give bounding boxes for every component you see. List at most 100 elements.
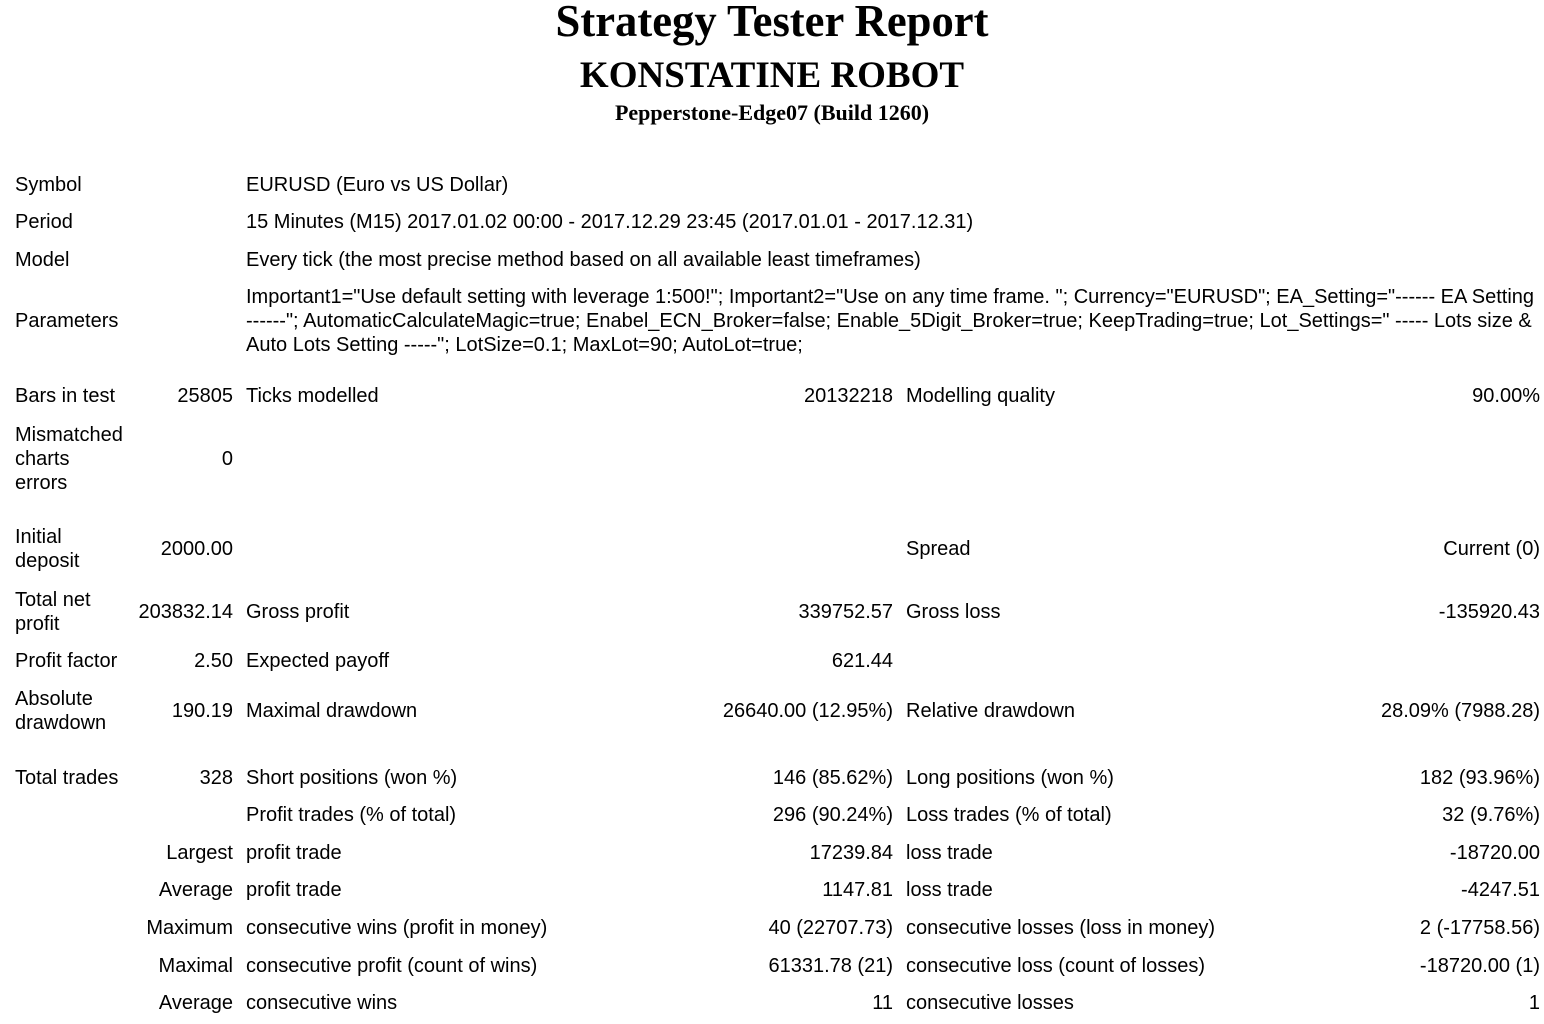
stats-label: Absolute drawdown <box>15 688 107 734</box>
stats-label-2: Short positions (won %) <box>246 767 458 789</box>
info-value: Important1="Use default setting with lev… <box>246 286 1535 356</box>
stats-label-2: Maximal drawdown <box>246 700 418 722</box>
stats-value: Largest <box>166 842 233 864</box>
stats-value: 203832.14 <box>138 601 233 623</box>
stats-label: Initial deposit <box>15 526 80 572</box>
stats-label-2: Profit trades (% of total) <box>246 804 457 826</box>
stats-label-2: consecutive profit (count of wins) <box>246 955 538 977</box>
stats-label-2: Ticks modelled <box>246 385 379 407</box>
stats-value <box>120 797 233 834</box>
stats-label-2: consecutive wins <box>246 992 398 1014</box>
info-label: Period <box>15 210 73 233</box>
stats-label <box>15 910 130 947</box>
stats-label-2 <box>246 419 686 499</box>
info-label: Parameters <box>15 310 119 332</box>
stats-label <box>15 797 130 834</box>
stats-value: 190.19 <box>171 700 233 722</box>
stats-value-2: 621.44 <box>831 650 893 672</box>
stats-value: Maximal <box>158 955 233 977</box>
stats-label-2: profit trade <box>246 879 342 901</box>
stats-value-3 <box>1290 419 1540 499</box>
stats-value-3: 32 (9.76%) <box>1442 804 1540 826</box>
stats-value-2: 1147.81 <box>822 879 893 901</box>
stats-value: Average <box>158 879 233 901</box>
stats-value-3: -135920.43 <box>1438 601 1540 623</box>
stats-label-3: Gross loss <box>906 601 1001 623</box>
stats-label-3: Relative drawdown <box>906 700 1075 722</box>
robot-name: KONSTATINE ROBOT <box>579 55 965 96</box>
info-value: EURUSD (Euro vs US Dollar) <box>246 173 509 196</box>
stats-value-2: 26640.00 (12.95%) <box>722 700 893 722</box>
stats-label-3 <box>906 419 1306 499</box>
stats-label-3: Spread <box>906 538 971 560</box>
stats-value-3: 182 (93.96%) <box>1419 767 1540 789</box>
stats-value: 0 <box>221 448 233 470</box>
stats-value-3: 2 (-17758.56) <box>1419 917 1540 939</box>
stats-label-2: profit trade <box>246 842 342 864</box>
stats-label-2: Gross profit <box>246 601 350 623</box>
stats-row: Absolute drawdown 190.19 Maximal drawdown 2… <box>0 683 1544 739</box>
stats-label: Bars in test <box>15 385 116 407</box>
server-build: Pepperstone-Edge07 (Build 1260) <box>614 100 930 125</box>
stats-value-3 <box>1290 643 1540 680</box>
stats-value: 2.50 <box>194 650 233 672</box>
info-label: Symbol <box>15 173 82 196</box>
stats-row: Maximal consecutive profit (count of wins… <box>0 948 1544 985</box>
stats-label-2: Expected payoff <box>246 650 390 672</box>
stats-value-2: 40 (22707.73) <box>768 917 893 939</box>
stats-value-2 <box>640 521 893 577</box>
stats-label-3: Modelling quality <box>906 385 1055 407</box>
report-title: Strategy Tester Report <box>555 0 989 46</box>
stats-label-3 <box>906 643 1306 680</box>
stats-value-2: 339752.57 <box>798 601 893 623</box>
stats-label <box>15 948 130 985</box>
info-row-model: Model Every tick (the most precise metho… <box>0 241 1544 278</box>
stats-label-3: Long positions (won %) <box>906 767 1114 789</box>
stats-value-2: 20132218 <box>804 385 893 407</box>
stats-value-2: 61331.78 (21) <box>768 955 893 977</box>
stats-value-3: -18720.00 <box>1449 842 1540 864</box>
stats-label-2 <box>246 521 686 577</box>
info-row-symbol: Symbol EURUSD (Euro vs US Dollar) <box>0 166 1544 203</box>
stats-value-2 <box>640 419 893 499</box>
stats-value-3: Current (0) <box>1443 538 1540 560</box>
stats-label-3: consecutive losses (loss in money) <box>906 917 1216 939</box>
stats-row: Mismatched charts errors 0 <box>0 419 1544 499</box>
info-value: 15 Minutes (M15) 2017.01.02 00:00 - 2017… <box>246 210 974 233</box>
stats-value: Maximum <box>146 917 233 939</box>
stats-label: Total net profit <box>15 589 91 635</box>
info-value: Every tick (the most precise method base… <box>246 248 921 271</box>
stats-row: Profit factor 2.50 Expected payoff 621.44 <box>0 643 1544 680</box>
stats-value: 2000.00 <box>160 538 233 560</box>
stats-value-3: 90.00% <box>1472 385 1540 407</box>
stats-value-2: 146 (85.62%) <box>772 767 893 789</box>
stats-row: Bars in test 25805 Ticks modelled 20132218 M… <box>0 378 1544 415</box>
stats-label-2: consecutive wins (profit in money) <box>246 917 548 939</box>
stats-row: Initial deposit 2000.00 Spread Current (0) <box>0 521 1544 577</box>
stats-value-2: 17239.84 <box>809 842 893 864</box>
stats-value: 328 <box>199 767 233 789</box>
stats-label-3: consecutive losses <box>906 992 1074 1014</box>
stats-value-2: 296 (90.24%) <box>772 804 893 826</box>
stats-row: Average consecutive wins 11 consecutive los… <box>0 985 1544 1022</box>
stats-label <box>15 835 130 872</box>
stats-row: Total net profit 203832.14 Gross profit 339… <box>0 584 1544 640</box>
stats-label: Total trades <box>15 767 119 789</box>
stats-value-3: -4247.51 <box>1461 879 1540 901</box>
stats-label <box>15 872 130 909</box>
stats-row: Profit trades (% of total) 296 (90.24%) Lo… <box>0 797 1544 834</box>
stats-label-3: loss trade <box>906 879 993 901</box>
stats-label: Mismatched charts errors <box>15 424 123 494</box>
stats-label: Profit factor <box>15 650 118 672</box>
info-row-parameters: Parameters Important1="Use default setti… <box>0 279 1544 363</box>
info-label: Model <box>15 248 70 271</box>
stats-value-3: 1 <box>1528 992 1540 1014</box>
stats-label-3: Loss trades (% of total) <box>906 804 1112 826</box>
info-row-period: Period 15 Minutes (M15) 2017.01.02 00:00… <box>0 203 1544 240</box>
stats-value: 25805 <box>177 385 233 407</box>
stats-row: Largest profit trade 17239.84 loss trade -18… <box>0 835 1544 872</box>
stats-value-3: 28.09% (7988.28) <box>1380 700 1540 722</box>
stats-label-3: consecutive loss (count of losses) <box>906 955 1206 977</box>
stats-label <box>15 985 130 1022</box>
stats-label-3: loss trade <box>906 842 993 864</box>
